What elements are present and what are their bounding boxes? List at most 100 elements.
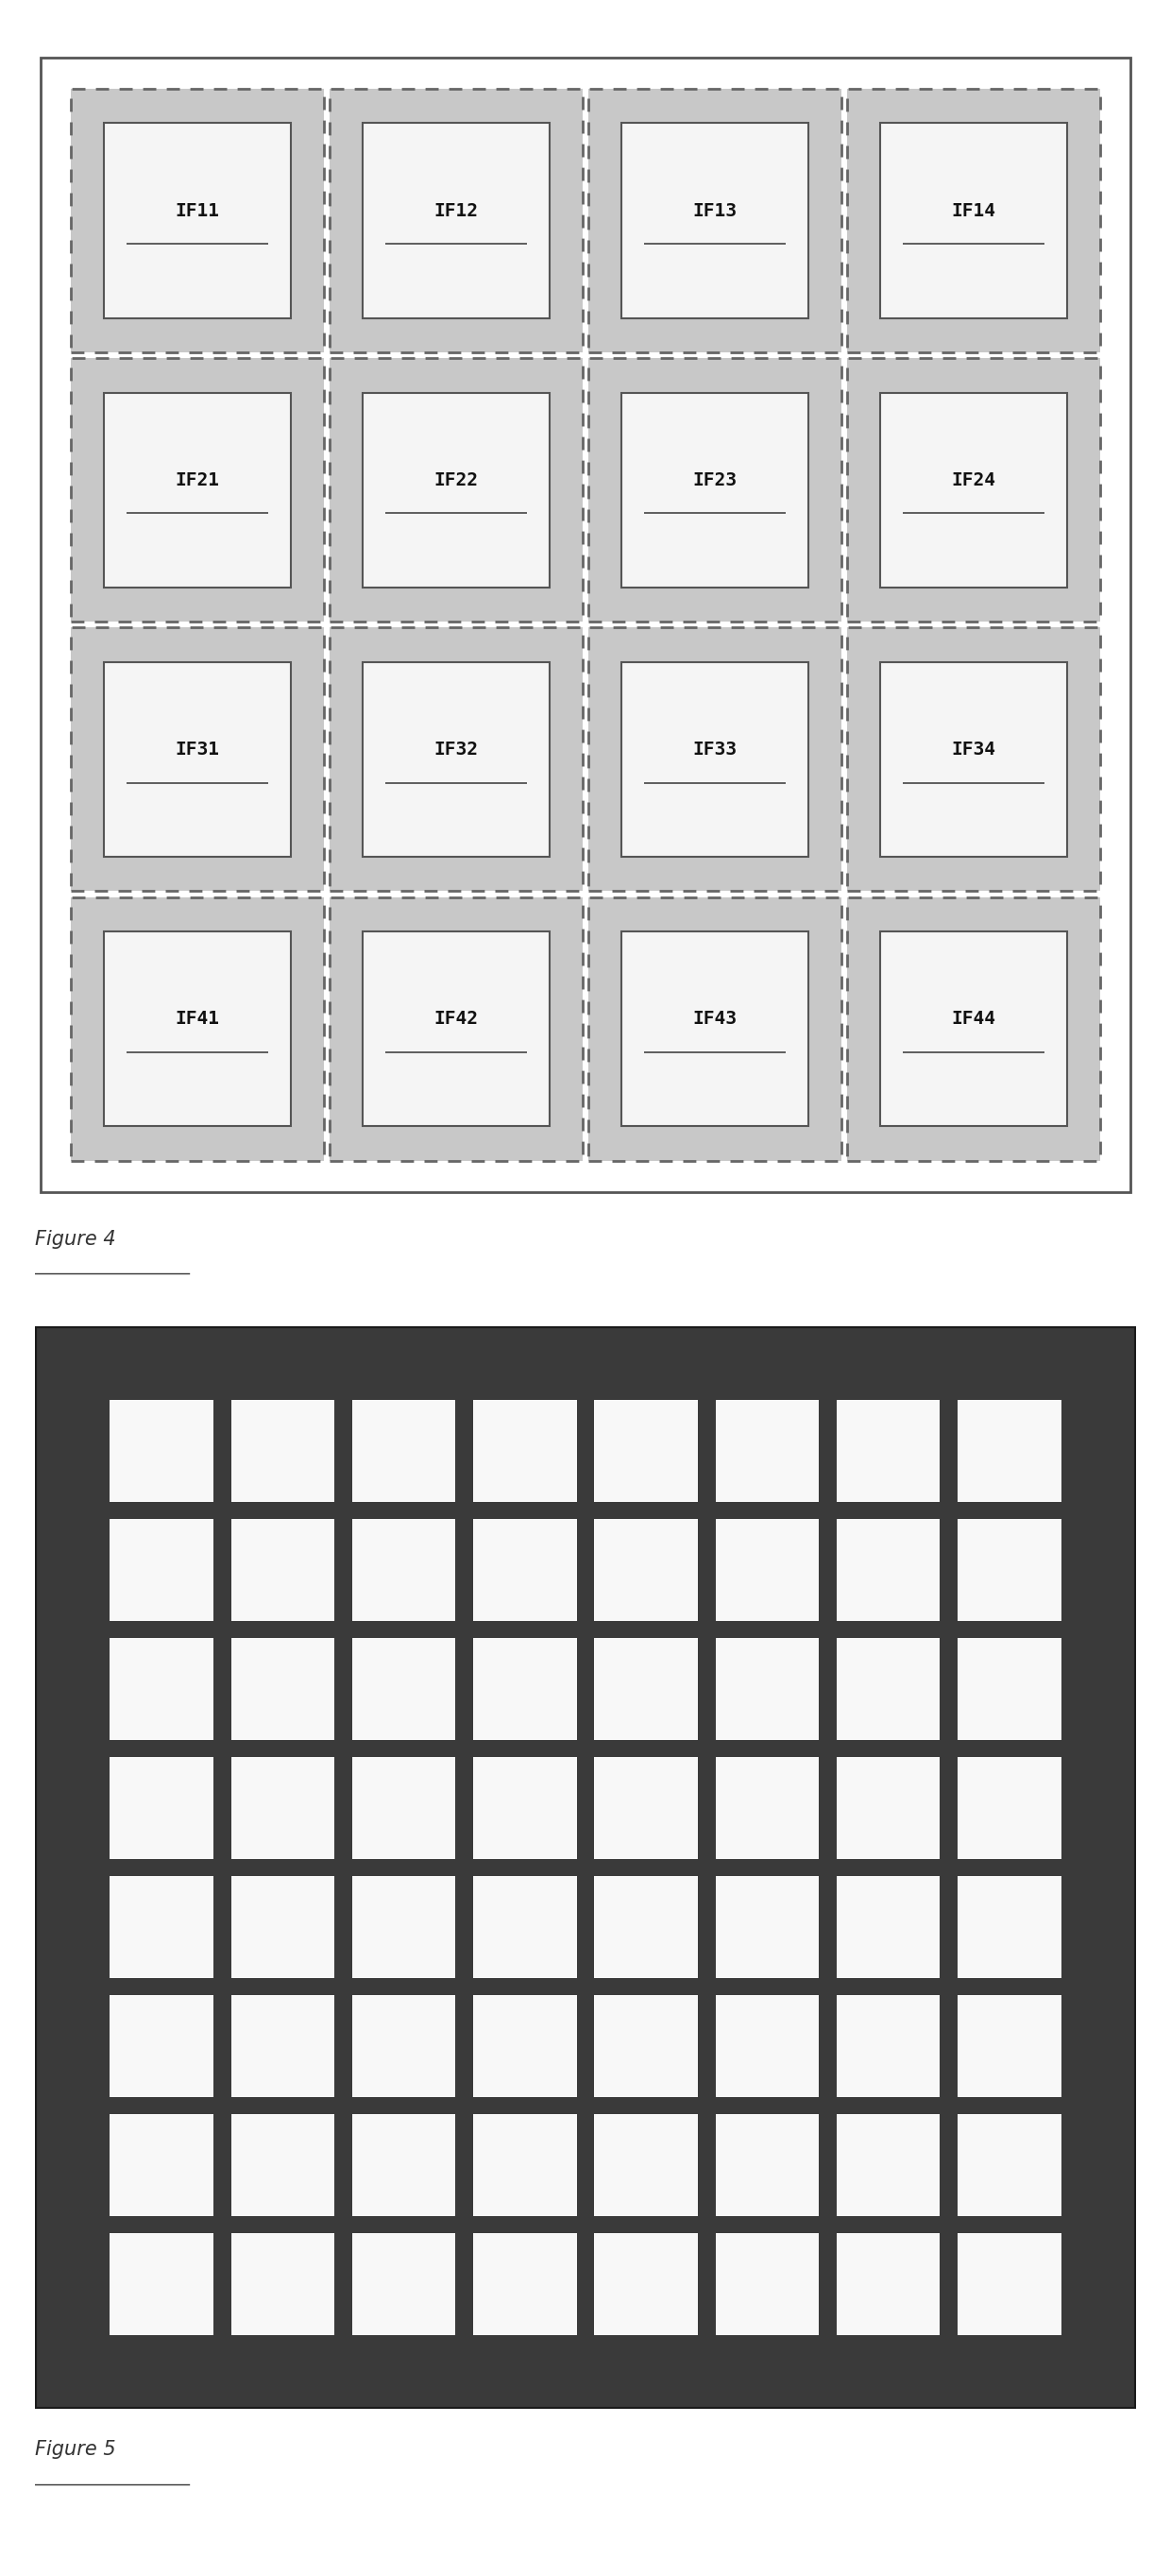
Bar: [110, 1520, 213, 1620]
Bar: [71, 88, 324, 353]
Bar: [847, 358, 1100, 621]
Text: IF23: IF23: [692, 471, 737, 489]
Bar: [715, 1996, 819, 2097]
Bar: [715, 1638, 819, 1739]
Bar: [595, 1757, 698, 1860]
Bar: [352, 2115, 456, 2215]
Bar: [473, 2233, 576, 2334]
Text: IF21: IF21: [176, 471, 220, 489]
Bar: [231, 1996, 335, 2097]
Text: IF32: IF32: [434, 742, 479, 757]
Bar: [715, 2115, 819, 2215]
Bar: [958, 1520, 1061, 1620]
Bar: [352, 1401, 456, 1502]
Bar: [588, 896, 842, 1162]
Bar: [110, 2115, 213, 2215]
Bar: [836, 2115, 940, 2215]
Bar: [595, 1996, 698, 2097]
Bar: [847, 896, 1100, 1162]
Bar: [352, 1638, 456, 1739]
Bar: [958, 1996, 1061, 2097]
Bar: [71, 629, 324, 891]
Bar: [588, 88, 842, 353]
Bar: [622, 392, 808, 587]
Bar: [588, 358, 842, 621]
Bar: [847, 629, 1100, 891]
Bar: [847, 88, 1100, 353]
Bar: [352, 1996, 456, 2097]
Text: IF12: IF12: [434, 201, 479, 219]
Bar: [473, 1520, 576, 1620]
Bar: [71, 88, 324, 353]
Bar: [595, 2115, 698, 2215]
Bar: [588, 358, 842, 621]
Bar: [110, 1757, 213, 1860]
Bar: [595, 2233, 698, 2334]
Bar: [473, 1875, 576, 1978]
Bar: [595, 1401, 698, 1502]
Bar: [231, 2115, 335, 2215]
Bar: [329, 358, 583, 621]
Bar: [836, 1638, 940, 1739]
Bar: [231, 1520, 335, 1620]
Text: IF24: IF24: [951, 471, 995, 489]
Bar: [231, 2233, 335, 2334]
Bar: [588, 88, 842, 353]
Bar: [836, 1401, 940, 1502]
Text: IF22: IF22: [434, 471, 479, 489]
Text: IF14: IF14: [951, 201, 995, 219]
Bar: [329, 896, 583, 1162]
Bar: [588, 896, 842, 1162]
Bar: [836, 1996, 940, 2097]
Text: IF31: IF31: [176, 742, 220, 757]
Bar: [352, 1520, 456, 1620]
Bar: [836, 1520, 940, 1620]
Bar: [71, 896, 324, 1162]
Bar: [352, 1875, 456, 1978]
Bar: [715, 2233, 819, 2334]
Bar: [231, 1875, 335, 1978]
Bar: [958, 1875, 1061, 1978]
Bar: [958, 1757, 1061, 1860]
Bar: [879, 124, 1067, 317]
Bar: [622, 662, 808, 858]
Bar: [352, 1757, 456, 1860]
Bar: [473, 2115, 576, 2215]
Bar: [71, 358, 324, 621]
Bar: [110, 1638, 213, 1739]
Bar: [110, 1996, 213, 2097]
Bar: [110, 2233, 213, 2334]
Bar: [363, 933, 549, 1126]
Bar: [329, 358, 583, 621]
Bar: [104, 124, 292, 317]
Bar: [847, 358, 1100, 621]
Bar: [847, 629, 1100, 891]
Bar: [879, 662, 1067, 858]
Bar: [588, 629, 842, 891]
Bar: [836, 1757, 940, 1860]
Bar: [847, 896, 1100, 1162]
Bar: [622, 933, 808, 1126]
Bar: [473, 1996, 576, 2097]
Bar: [71, 358, 324, 621]
Bar: [71, 629, 324, 891]
Bar: [473, 1401, 576, 1502]
Bar: [231, 1638, 335, 1739]
Bar: [329, 88, 583, 353]
Bar: [104, 662, 292, 858]
Bar: [958, 1401, 1061, 1502]
Text: IF34: IF34: [951, 742, 995, 757]
Bar: [595, 1638, 698, 1739]
Bar: [363, 662, 549, 858]
Text: IF41: IF41: [176, 1010, 220, 1028]
Bar: [110, 1401, 213, 1502]
Bar: [715, 1757, 819, 1860]
Bar: [329, 88, 583, 353]
Bar: [879, 933, 1067, 1126]
Bar: [231, 1401, 335, 1502]
Text: IF42: IF42: [434, 1010, 479, 1028]
Bar: [352, 2233, 456, 2334]
Bar: [363, 392, 549, 587]
Bar: [836, 1875, 940, 1978]
Text: Figure 4: Figure 4: [35, 1229, 116, 1249]
